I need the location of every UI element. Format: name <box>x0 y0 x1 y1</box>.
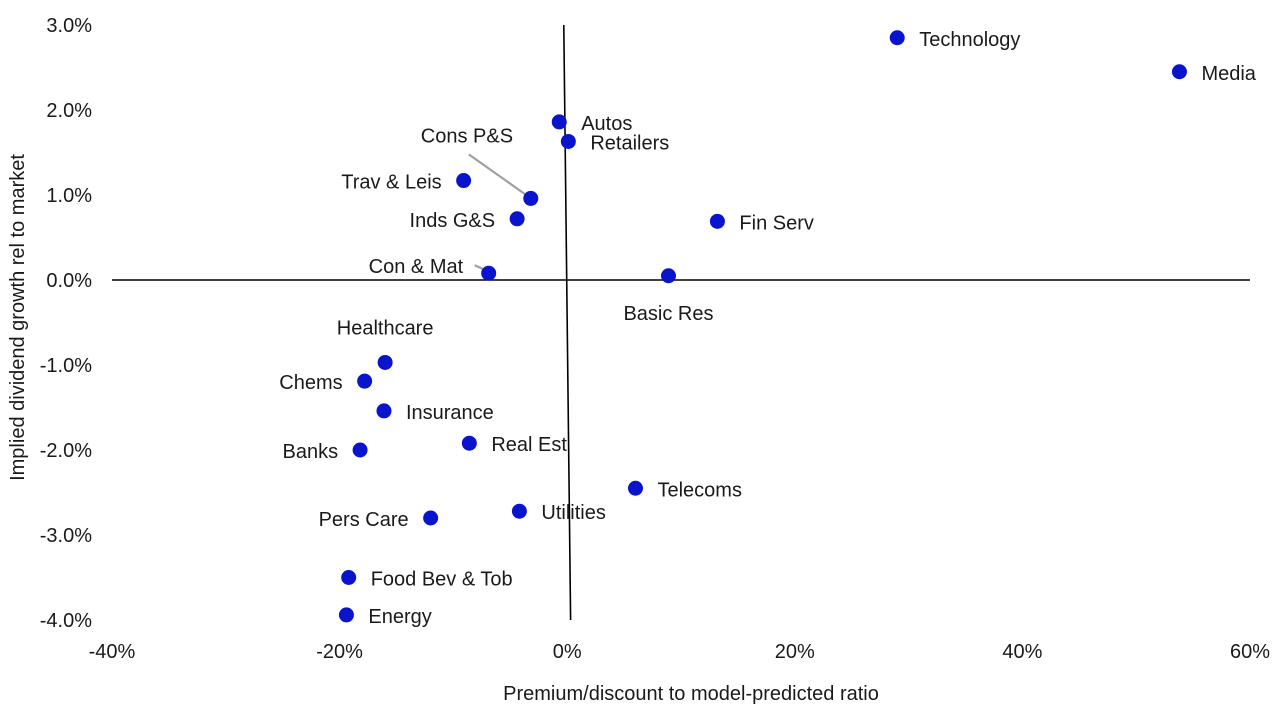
point-chems <box>357 373 373 389</box>
label-media: Media <box>1201 63 1256 85</box>
label-retailers: Retailers <box>590 132 669 154</box>
point-retailers <box>560 133 576 149</box>
y-tick-label: 0.0% <box>46 270 92 292</box>
x-tick-label: 20% <box>775 641 815 663</box>
point-food-bev-and-tob <box>341 570 357 585</box>
x-tick-label: -40% <box>89 641 136 663</box>
x-tick-label: -20% <box>316 641 363 663</box>
point-energy <box>338 607 354 623</box>
point-insurance <box>376 403 392 419</box>
label-pers-care: Pers Care <box>319 509 409 531</box>
x-axis-title: Premium/discount to model-predicted rati… <box>503 683 879 705</box>
point-utilities <box>511 503 527 519</box>
point-con-and-mat <box>481 265 497 281</box>
point-cons-pands <box>523 190 539 206</box>
label-fin-serv: Fin Serv <box>739 212 813 234</box>
point-autos <box>551 114 567 130</box>
x-tick-label: 0% <box>553 641 582 663</box>
point-technology <box>889 30 905 46</box>
label-con-and-mat: Con & Mat <box>369 256 464 278</box>
y-tick-label: -4.0% <box>40 610 92 632</box>
label-banks: Banks <box>282 441 338 463</box>
y-tick-label: 2.0% <box>46 100 92 122</box>
point-media <box>1171 64 1187 80</box>
point-real-est <box>461 435 477 451</box>
x-tick-labels: -40% -20% 0% 20% 40% 60% <box>89 641 1271 663</box>
leader-line-cons-pands <box>468 153 528 197</box>
point-banks <box>352 442 368 458</box>
point-healthcare <box>377 354 393 370</box>
label-chems: Chems <box>279 372 342 394</box>
y-tick-label: -1.0% <box>40 355 92 377</box>
point-inds-gands <box>509 211 525 227</box>
y-tick-label: 1.0% <box>46 185 92 207</box>
y-tick-labels: 3.0% 2.0% 1.0% 0.0% -1.0% -2.0% -3.0% -4.0% <box>40 15 92 632</box>
label-healthcare: Healthcare <box>337 317 434 339</box>
label-energy: Energy <box>368 606 431 628</box>
label-food-bev-and-tob: Food Bev & Tob <box>371 569 513 591</box>
label-utilities: Utilities <box>541 502 605 524</box>
label-technology: Technology <box>919 29 1020 51</box>
point-fin-serv <box>709 213 725 229</box>
point-telecoms <box>627 480 643 496</box>
label-autos: Autos <box>581 113 632 135</box>
label-trav-and-leis: Trav & Leis <box>341 172 441 194</box>
label-insurance: Insurance <box>406 402 494 424</box>
y-tick-label: -2.0% <box>40 440 92 462</box>
label-inds-gands: Inds G&S <box>410 210 496 232</box>
point-basic-res <box>660 268 676 284</box>
data-points <box>338 30 1187 623</box>
y-axis-line <box>562 24 572 621</box>
x-tick-label: 60% <box>1230 641 1270 663</box>
point-trav-and-leis <box>456 173 472 189</box>
label-basic-res: Basic Res <box>623 303 713 325</box>
label-real-est: Real Est <box>491 434 567 456</box>
y-axis-title: Implied dividend growth rel to market <box>7 154 29 481</box>
point-pers-care <box>423 510 439 526</box>
label-telecoms: Telecoms <box>657 479 741 501</box>
label-cons-pands: Cons P&S <box>421 125 513 147</box>
y-tick-label: -3.0% <box>40 525 92 547</box>
y-tick-label: 3.0% <box>46 15 92 37</box>
x-tick-label: 40% <box>1002 641 1042 663</box>
